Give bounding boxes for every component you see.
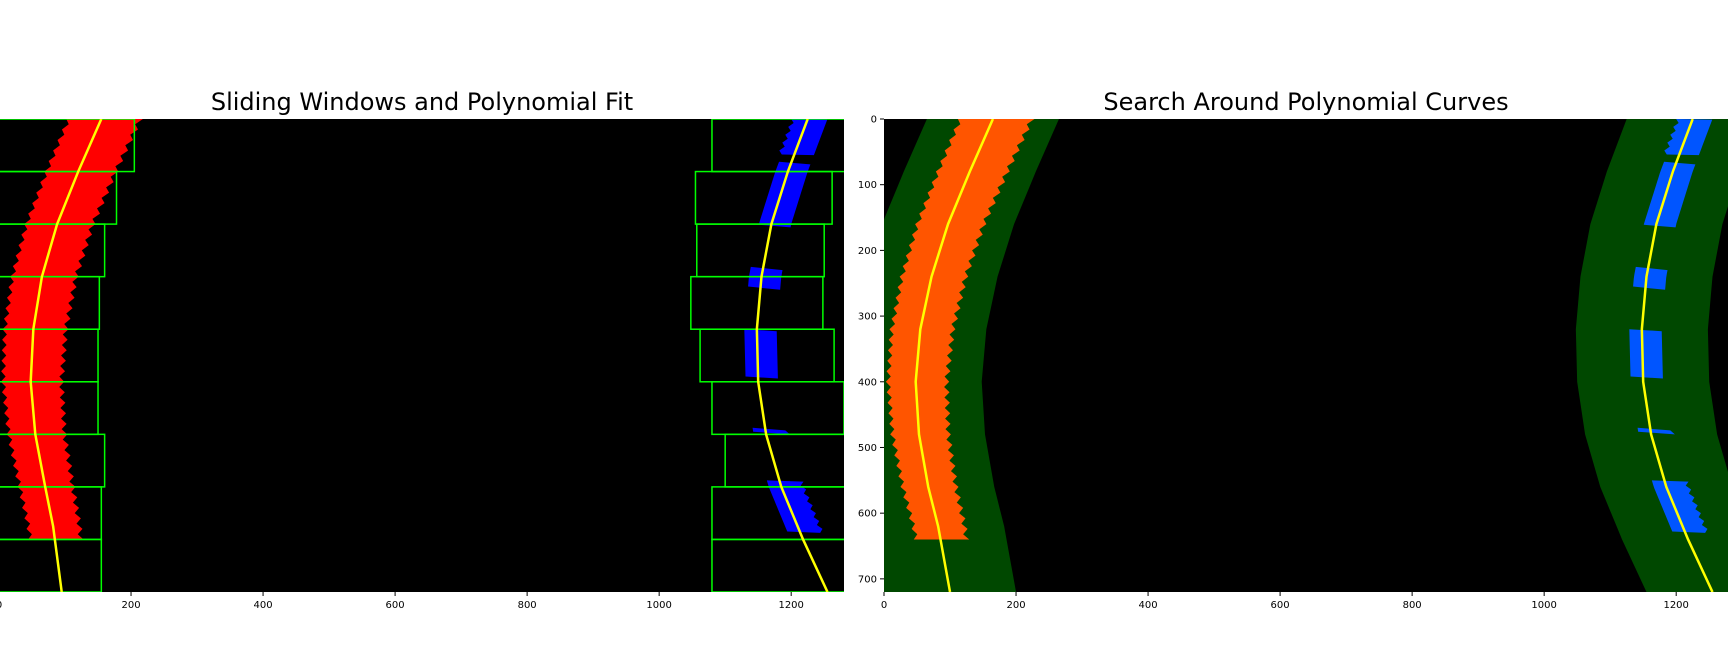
fit-line-left [914, 119, 995, 592]
lane-pixels-right-5 [766, 480, 823, 533]
window-right-8 [711, 538, 844, 592]
ytick-label-right-300: 300 [858, 312, 877, 323]
axes-layer: 0200400600800100012000200400600800100012… [0, 115, 1689, 612]
lane-pixels-right-0 [779, 119, 828, 156]
ytick-label-right-600: 600 [858, 509, 877, 520]
window-left-8 [0, 538, 103, 592]
xtick-label-left-0: 0 [0, 600, 2, 611]
fit-line-right [1640, 119, 1714, 592]
lane-pixels-right-3 [744, 329, 778, 379]
ytick-label-right-700: 700 [858, 574, 877, 585]
lane-pixels-right-1 [1643, 161, 1696, 228]
lane-pixels-right-2 [1633, 266, 1668, 290]
lane-pixels-right-4 [752, 427, 790, 435]
ytick-label-right-0: 0 [871, 115, 877, 126]
xtick-label-right-1200: 1200 [1663, 600, 1688, 611]
lane-pixels-right-2 [748, 266, 783, 290]
plot-background-left [0, 119, 844, 592]
ytick-label-right-500: 500 [858, 443, 877, 454]
lane-pixels-right-1 [758, 161, 811, 228]
ytick-label-right-400: 400 [858, 377, 877, 388]
xtick-label-left-200: 200 [121, 600, 140, 611]
xtick-label-right-200: 200 [1006, 600, 1025, 611]
chart-title-left: Sliding Windows and Polynomial Fit [210, 88, 634, 116]
xtick-label-left-1000: 1000 [646, 600, 671, 611]
xtick-label-left-400: 400 [254, 600, 273, 611]
lane-pixels-left [885, 119, 1035, 540]
ytick-label-right-200: 200 [858, 246, 877, 257]
xtick-label-right-600: 600 [1271, 600, 1290, 611]
xtick-label-left-800: 800 [518, 600, 537, 611]
xtick-label-left-600: 600 [386, 600, 405, 611]
fit-line-left [29, 119, 103, 592]
panel-search-around [884, 119, 1728, 592]
xtick-label-right-400: 400 [1139, 600, 1158, 611]
fit-line-right [755, 119, 829, 592]
lane-pixels-right-5 [1651, 480, 1708, 533]
ytick-label-right-100: 100 [858, 180, 877, 191]
lane-pixels-right-4 [1637, 427, 1675, 435]
panel-sliding-windows [0, 119, 844, 592]
xtick-label-right-0: 0 [881, 600, 887, 611]
xtick-label-right-800: 800 [1403, 600, 1422, 611]
xtick-label-right-1000: 1000 [1531, 600, 1556, 611]
chart-title-right: Search Around Polynomial Curves [1103, 88, 1509, 116]
xtick-label-left-1200: 1200 [778, 600, 803, 611]
lane-pixels-right-3 [1629, 329, 1663, 379]
lane-pixels-right-0 [1664, 119, 1713, 156]
